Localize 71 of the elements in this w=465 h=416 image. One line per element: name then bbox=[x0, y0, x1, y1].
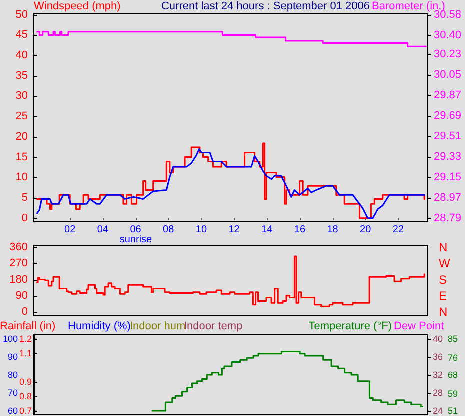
y-tick-label: 70 bbox=[8, 388, 18, 398]
y2-tick-label: 30.05 bbox=[434, 69, 462, 82]
y-axis-title: Humidity (%) bbox=[68, 320, 131, 332]
y-tick-label: 5 bbox=[22, 192, 28, 204]
y2-tick-label: 28.97 bbox=[434, 192, 462, 204]
y-axis-title: Rainfall (in) bbox=[0, 320, 56, 332]
y2-tick-label: 29.15 bbox=[434, 171, 462, 184]
y-tick-label: 45 bbox=[16, 29, 28, 42]
x-tick-label: 08 bbox=[163, 224, 175, 236]
y-tick-label: 10 bbox=[16, 172, 28, 184]
y-tick-label: 0.8 bbox=[19, 392, 32, 402]
text: Indoor hum bbox=[130, 320, 186, 332]
y2-tick-label: 36 bbox=[433, 352, 444, 362]
text: W bbox=[439, 256, 451, 271]
chart-title: Current last 24 hours : September 01 2006 bbox=[161, 0, 370, 12]
text: N bbox=[439, 240, 448, 254]
y2-tick-label: 85 bbox=[448, 334, 458, 344]
y-tick-label: 35 bbox=[16, 70, 28, 82]
y-tick-label: 270 bbox=[10, 258, 28, 270]
text: Indoor temp bbox=[184, 320, 243, 332]
y2-axis-title: Temperature (°F) bbox=[308, 320, 392, 332]
y-tick-label: 60 bbox=[8, 406, 18, 416]
y2-tick-label: 40 bbox=[433, 334, 444, 344]
x-tick-label: 22 bbox=[392, 224, 404, 236]
y-tick-label: 0 bbox=[22, 306, 28, 318]
y2-tick-label: 29.87 bbox=[434, 90, 462, 102]
x-tick-label: 18 bbox=[327, 224, 339, 236]
y-tick-label: 80 bbox=[8, 370, 18, 380]
x-tick-label: 20 bbox=[360, 224, 372, 236]
y2-tick-label: 76 bbox=[448, 353, 458, 364]
y-tick-label: 360 bbox=[10, 242, 28, 254]
x-tick-label: 16 bbox=[294, 224, 306, 236]
text: N bbox=[439, 305, 448, 320]
y-tick-label: 25 bbox=[16, 110, 28, 123]
y-tick-label: 1.2 bbox=[19, 334, 32, 344]
y-tick-label: 90 bbox=[8, 352, 18, 362]
y2-tick-label: 59 bbox=[448, 389, 458, 400]
y2-tick-label: 29.33 bbox=[434, 150, 462, 163]
y2-tick-label: 29.51 bbox=[434, 130, 462, 142]
y-tick-label: 180 bbox=[10, 274, 28, 286]
y-tick-label: 40 bbox=[16, 50, 28, 62]
y2-tick-label: 24 bbox=[433, 406, 444, 416]
y2-tick-label: 29.69 bbox=[434, 110, 462, 122]
y-tick-label: 0.9 bbox=[19, 377, 32, 388]
y2-tick-label: 51 bbox=[448, 406, 458, 416]
x-tick-label: 14 bbox=[262, 224, 274, 236]
y-tick-label: 1.1 bbox=[19, 348, 32, 358]
y-tick-label: 20 bbox=[16, 130, 28, 143]
x-tick-label: 04 bbox=[97, 224, 109, 236]
y-tick-label: 100 bbox=[2, 334, 18, 344]
y2-tick-label: 68 bbox=[448, 370, 458, 380]
x-tick-label: 06 bbox=[130, 224, 142, 236]
y-tick-label: 0.7 bbox=[19, 406, 32, 416]
y-tick-label: 50 bbox=[16, 8, 28, 21]
x-tick-label: 02 bbox=[64, 224, 76, 236]
text: Dew Point bbox=[394, 320, 444, 332]
text: E bbox=[439, 288, 448, 303]
y-tick-label: 15 bbox=[16, 151, 28, 164]
x-tick-label: 10 bbox=[196, 224, 208, 236]
text: S bbox=[439, 272, 448, 287]
y2-tick-label: 30.23 bbox=[434, 48, 462, 61]
y-tick-label: 90 bbox=[16, 290, 28, 302]
text: sunrise bbox=[120, 234, 153, 246]
y-axis-title: Windspeed (mph) bbox=[34, 0, 121, 12]
y2-tick-label: 30.40 bbox=[434, 29, 462, 42]
y-tick-label: 30 bbox=[16, 90, 28, 102]
y2-tick-label: 28 bbox=[433, 388, 444, 398]
y2-tick-label: 28.79 bbox=[434, 212, 462, 224]
x-tick-label: 12 bbox=[228, 224, 240, 236]
y2-tick-label: 32 bbox=[433, 370, 444, 380]
y-tick-label: 0 bbox=[22, 212, 28, 224]
